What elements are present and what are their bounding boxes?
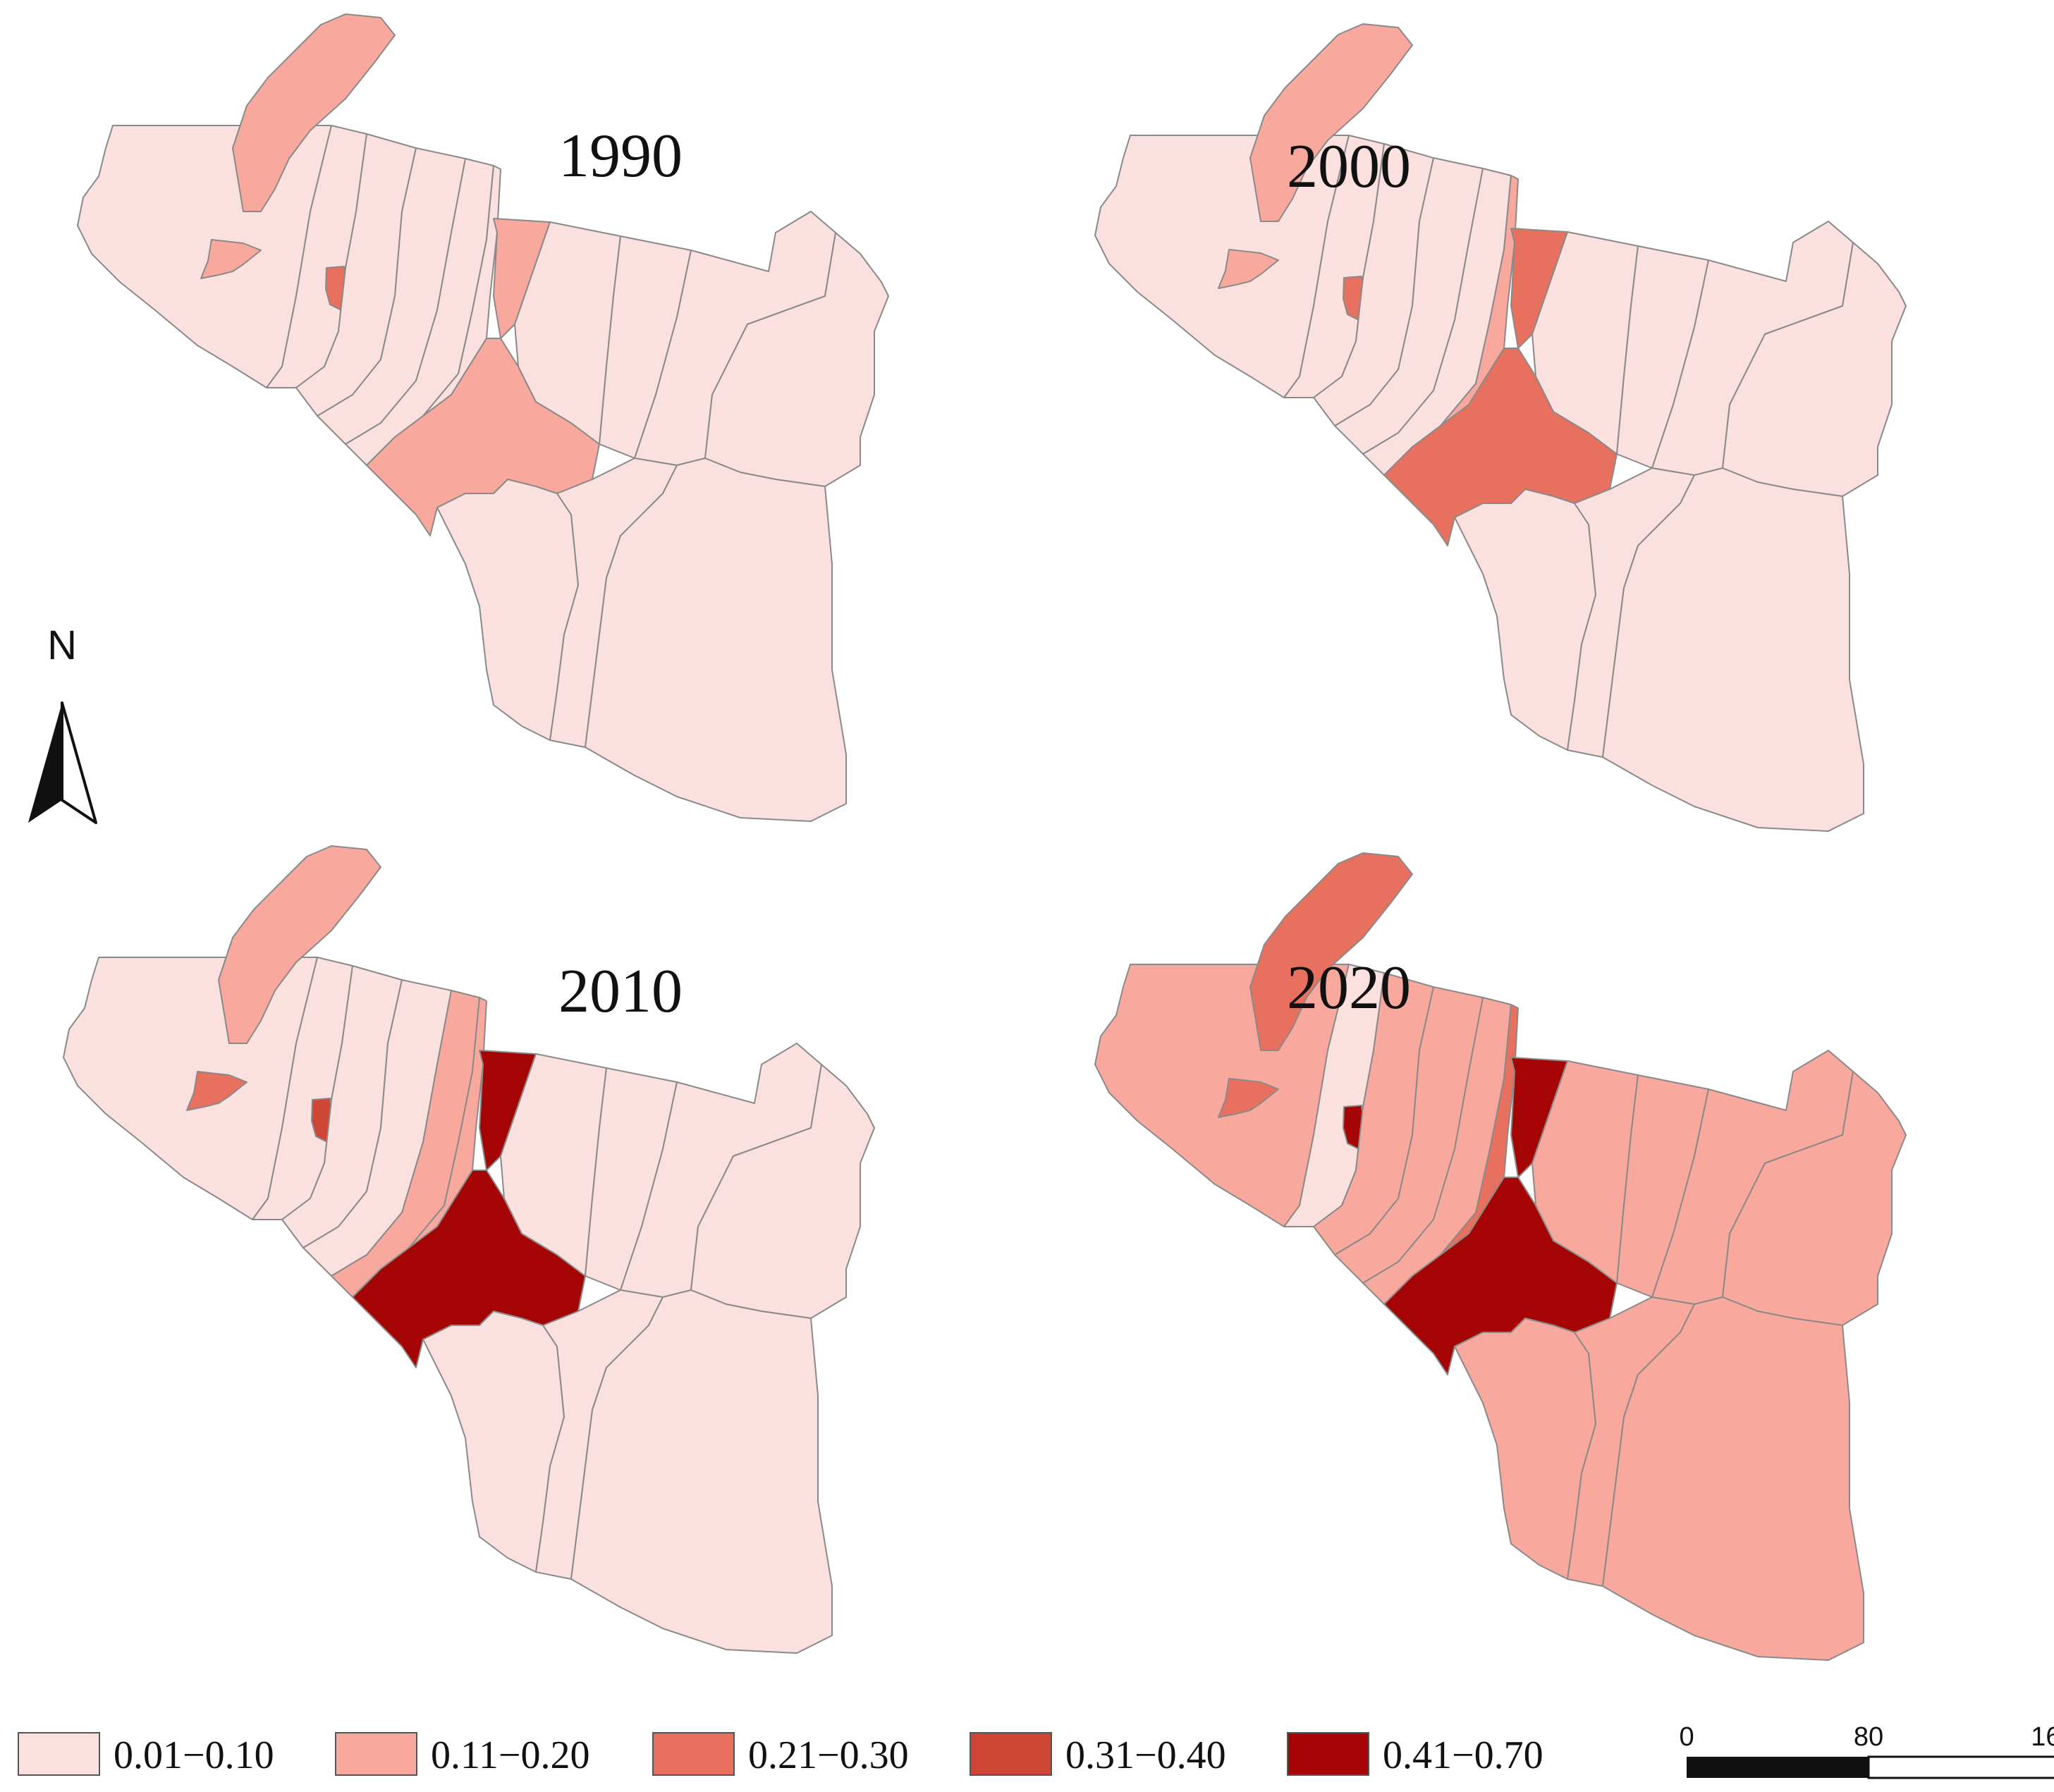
legend-label-1: 0.01−0.10 bbox=[114, 1733, 274, 1777]
legend: 0.01−0.10 0.11−0.20 0.21−0.30 0.31−0.40 0.41… bbox=[18, 1732, 1543, 1777]
year-label-1990: 1990 bbox=[558, 122, 683, 190]
legend-swatch-3 bbox=[652, 1732, 735, 1776]
north-arrow: N bbox=[28, 622, 97, 824]
region-east-d bbox=[1722, 1071, 1907, 1326]
region-small-south bbox=[186, 1071, 247, 1111]
region-small-south bbox=[1218, 249, 1279, 289]
scale-bar: 0 80 160 km bbox=[1679, 1722, 2054, 1779]
region-lake bbox=[1249, 23, 1413, 222]
legend-label-4: 0.31−0.40 bbox=[1065, 1733, 1226, 1777]
north-label: N bbox=[47, 622, 77, 668]
legend-swatch-1 bbox=[18, 1732, 100, 1776]
region-south-c bbox=[1602, 1296, 1864, 1661]
map-panel-2020 bbox=[1094, 852, 1907, 1661]
scale-tick-80: 80 bbox=[1854, 1722, 1883, 1752]
region-lake bbox=[218, 845, 381, 1044]
north-arrow-icon bbox=[28, 701, 97, 824]
region-lake bbox=[1249, 852, 1413, 1051]
year-label-2000: 2000 bbox=[1287, 133, 1411, 201]
year-label-2020: 2020 bbox=[1287, 954, 1411, 1022]
region-small-south bbox=[200, 239, 262, 279]
region-lake bbox=[232, 13, 396, 212]
legend-label-3: 0.21−0.30 bbox=[748, 1733, 909, 1777]
legend-swatch-4 bbox=[970, 1732, 1052, 1776]
region-south-c bbox=[570, 1289, 833, 1654]
region-east-d bbox=[704, 232, 889, 487]
region-east-d bbox=[1722, 242, 1907, 497]
year-label-2010: 2010 bbox=[558, 957, 683, 1026]
region-east-d bbox=[690, 1064, 875, 1319]
map-panel-1990 bbox=[77, 13, 889, 822]
legend-swatch-2 bbox=[335, 1732, 417, 1776]
region-south-c bbox=[585, 458, 847, 822]
legend-swatch-5 bbox=[1287, 1732, 1369, 1776]
region-small-south bbox=[1218, 1078, 1279, 1118]
region-south-c bbox=[1602, 467, 1864, 832]
legend-label-5: 0.41−0.70 bbox=[1383, 1733, 1543, 1777]
legend-label-2: 0.11−0.20 bbox=[431, 1733, 590, 1777]
scale-tick-0: 0 bbox=[1679, 1722, 1694, 1752]
map-panel-2000 bbox=[1094, 23, 1907, 832]
scale-tick-160: 160 bbox=[2031, 1722, 2054, 1752]
map-panel-2010 bbox=[63, 845, 875, 1654]
